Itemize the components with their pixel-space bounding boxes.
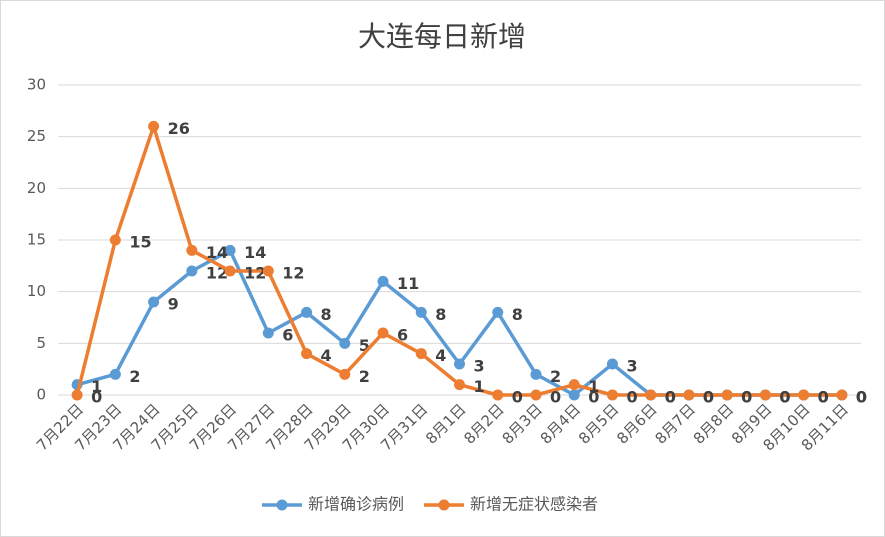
series-point (454, 358, 465, 370)
data-label: 8 (512, 305, 523, 324)
data-label: 0 (741, 388, 752, 407)
data-label: 8 (435, 305, 446, 324)
series-point (492, 306, 504, 318)
data-label: 1 (474, 377, 485, 396)
y-tick-label: 20 (27, 179, 46, 197)
data-label: 1 (588, 377, 599, 396)
series-point (339, 337, 351, 349)
data-label: 0 (818, 388, 829, 407)
data-label: 11 (397, 274, 419, 293)
legend-label: 新增无症状感染者 (470, 495, 598, 514)
series-point (377, 327, 389, 339)
series-point (109, 368, 121, 380)
data-label: 0 (703, 388, 714, 407)
data-label: 14 (206, 243, 228, 262)
series-point (683, 389, 695, 401)
data-label: 6 (397, 326, 408, 345)
data-label: 0 (779, 388, 790, 407)
data-label: 3 (474, 357, 485, 376)
series-point (186, 265, 198, 277)
data-label: 0 (856, 388, 867, 407)
legend-marker (276, 499, 288, 511)
series-point (148, 120, 160, 132)
data-label: 0 (550, 388, 561, 407)
series-point (606, 358, 618, 370)
series-point (606, 389, 618, 401)
series-point (798, 389, 810, 401)
data-label: 3 (626, 357, 637, 376)
data-label: 1 (91, 377, 102, 396)
y-tick-label: 15 (27, 231, 46, 249)
data-label: 9 (168, 295, 179, 314)
series-point (454, 379, 465, 391)
series-point (568, 379, 580, 391)
data-label: 14 (244, 243, 266, 262)
series-point (415, 348, 427, 360)
data-label: 0 (856, 388, 867, 407)
series-point (148, 296, 160, 308)
data-label: 26 (168, 119, 190, 138)
data-label: 2 (129, 367, 140, 386)
series-point (262, 265, 274, 277)
data-label: 2 (359, 367, 370, 386)
data-label: 0 (665, 388, 676, 407)
series-point (836, 389, 848, 401)
data-label: 0 (91, 388, 102, 407)
series-point (71, 389, 83, 401)
series-point (492, 389, 504, 401)
series-point (759, 389, 771, 401)
series-point (109, 234, 121, 246)
data-label: 0 (703, 388, 714, 407)
series-point (377, 275, 389, 287)
data-label: 0 (665, 388, 676, 407)
series-point (530, 368, 542, 380)
data-label: 2 (550, 367, 561, 386)
legend-label: 新增确诊病例 (308, 495, 404, 514)
series-point (339, 368, 351, 380)
data-label: 8 (321, 305, 332, 324)
series-point (415, 306, 427, 318)
y-tick-label: 25 (27, 127, 46, 145)
series-point (301, 306, 313, 318)
data-label: 4 (435, 346, 446, 365)
data-label: 6 (282, 326, 293, 345)
data-label: 12 (282, 264, 304, 283)
data-label: 5 (359, 336, 370, 355)
data-label: 0 (779, 388, 790, 407)
series-point (568, 389, 580, 401)
chart-title: 大连每日新增 (358, 20, 526, 53)
series-point (530, 389, 542, 401)
series-point (721, 389, 733, 401)
data-label: 0 (512, 388, 523, 407)
data-label: 4 (321, 346, 332, 365)
data-label: 0 (818, 388, 829, 407)
y-tick-label: 0 (36, 386, 46, 404)
series-point (224, 265, 236, 277)
y-tick-label: 30 (27, 76, 46, 94)
series-point (301, 348, 313, 360)
legend-marker (438, 499, 450, 511)
data-label: 12 (244, 264, 266, 283)
data-label: 0 (588, 388, 599, 407)
series-point (224, 244, 236, 256)
series-point (645, 389, 657, 401)
data-label: 15 (129, 233, 151, 252)
y-tick-label: 5 (36, 334, 46, 352)
series-point (262, 327, 274, 339)
series-point (186, 244, 198, 256)
y-tick-label: 10 (27, 282, 46, 300)
data-label: 0 (741, 388, 752, 407)
data-label: 0 (626, 388, 637, 407)
